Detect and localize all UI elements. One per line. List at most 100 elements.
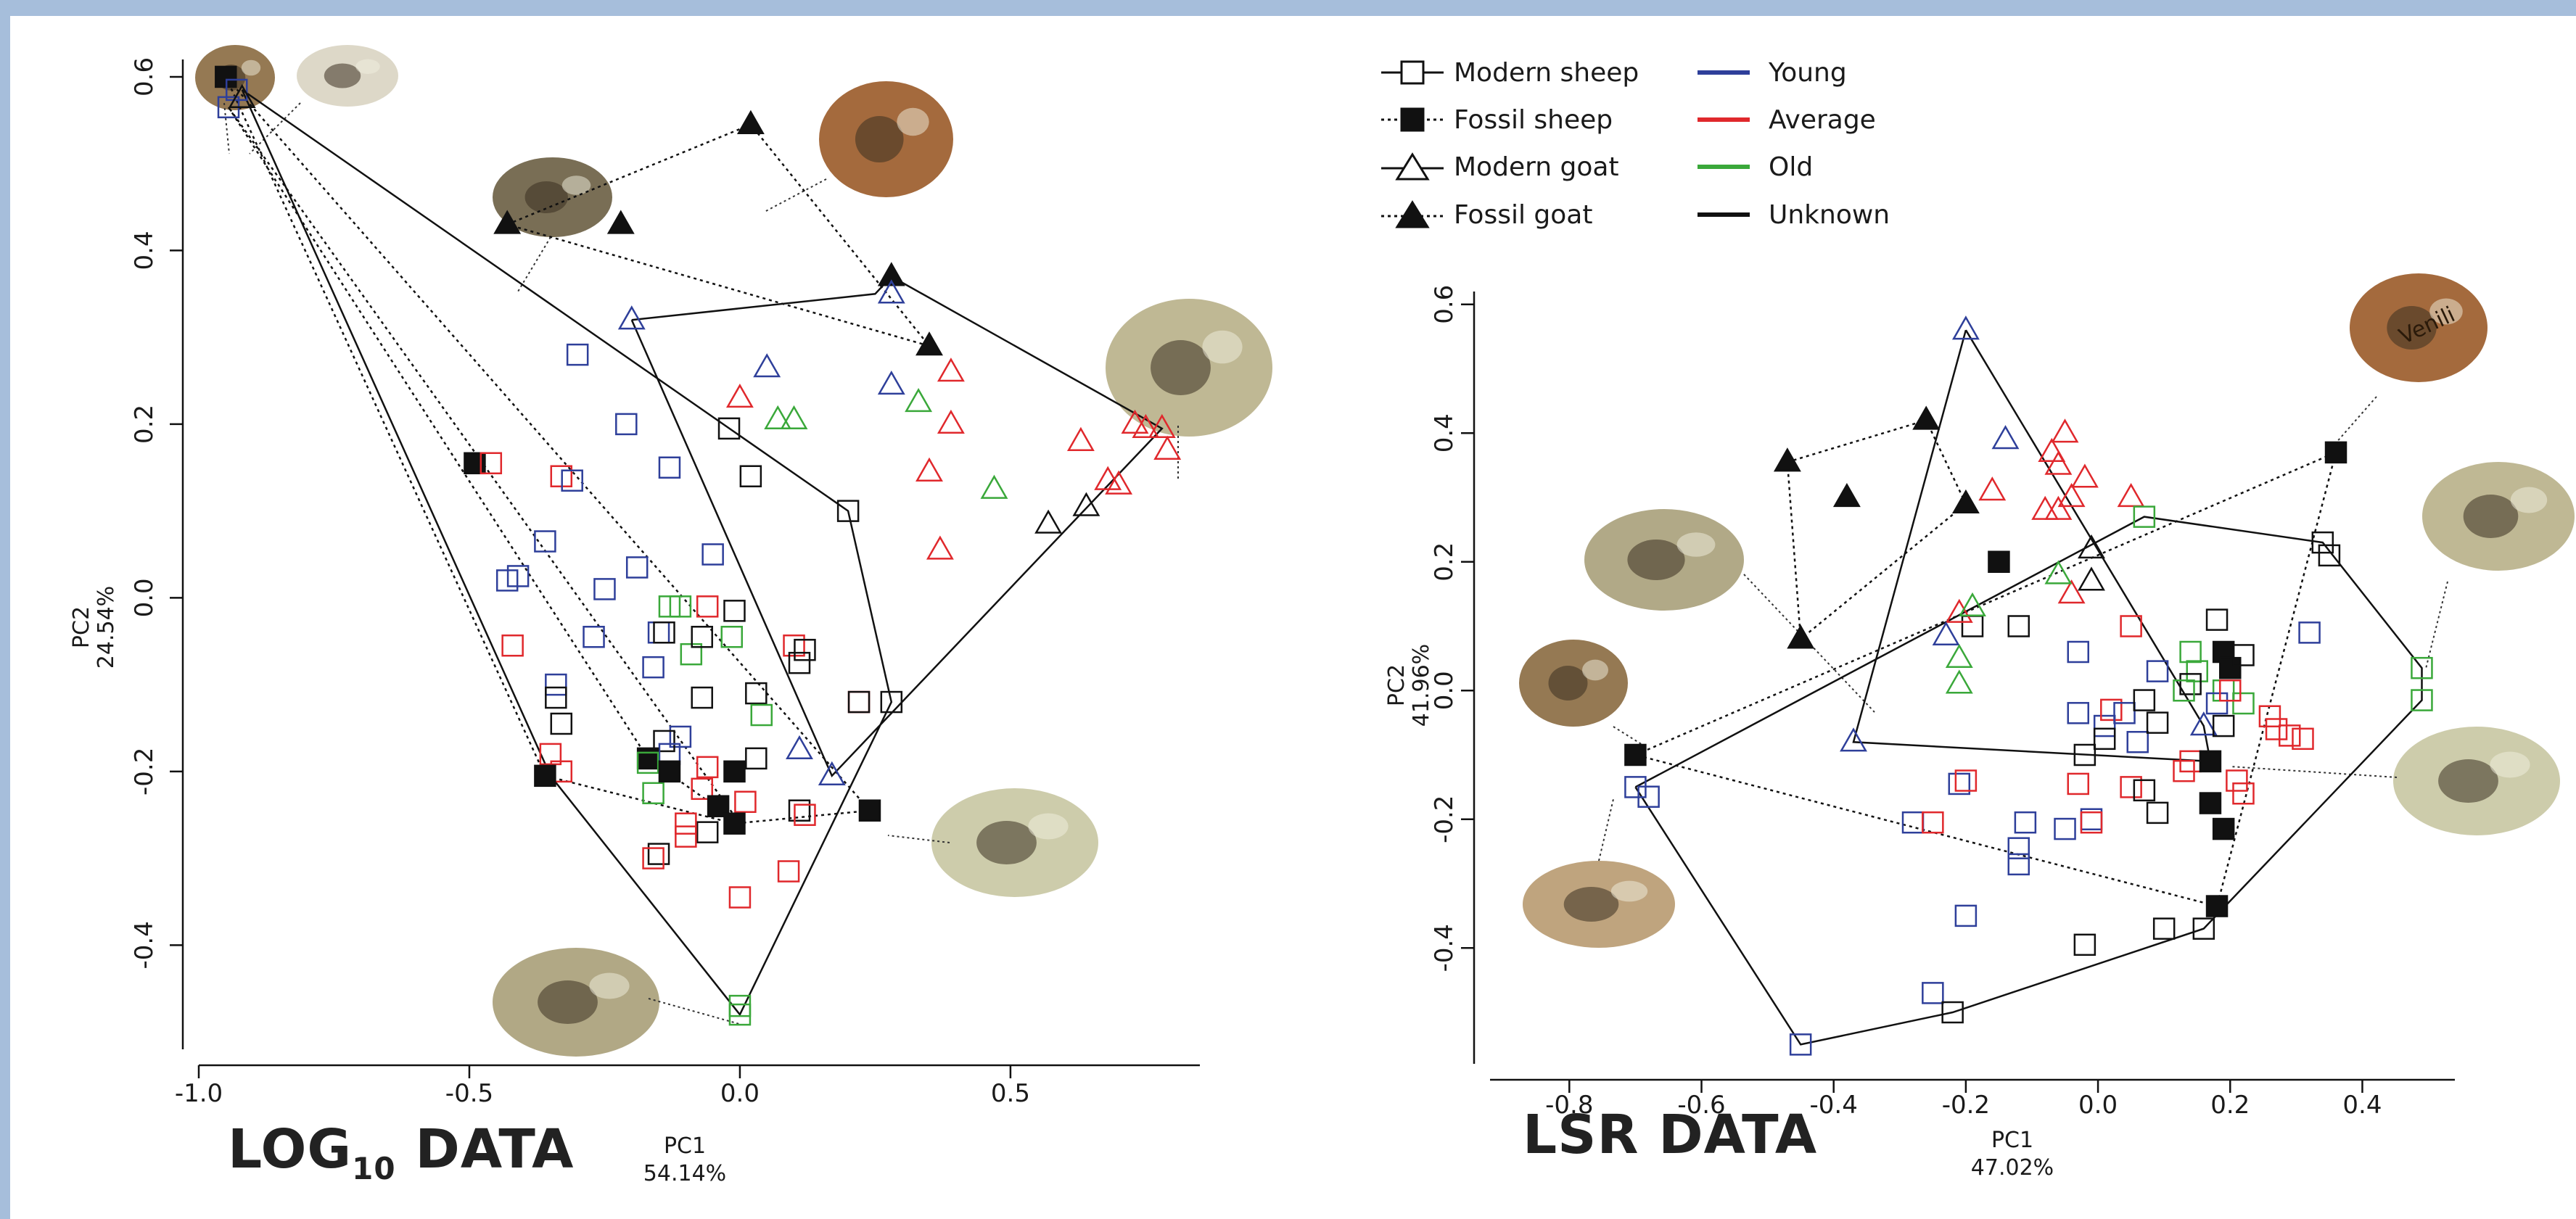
modern-goat-point <box>1148 413 1176 439</box>
modern-goat-point <box>905 387 933 413</box>
x-tick-label: -0.6 <box>1677 1091 1725 1120</box>
modern-goat-point <box>2078 566 2105 591</box>
fossil-sheep-point <box>723 760 746 783</box>
modern-sheep-point <box>2054 817 2076 840</box>
modern-sheep-point <box>723 600 746 622</box>
lsr-panel: Venili -0.8 -0.6 -0.4 -0.2 0.0 0.2 0.4 -0.4 -0.2 0… <box>1430 273 2575 1120</box>
x-tick-label: 0.0 <box>2078 1091 2118 1120</box>
legend-color-swatch <box>1698 165 1750 169</box>
modern-sheep-point <box>1954 904 1978 927</box>
modern-goat-point <box>980 474 1008 499</box>
fossil-sheep-point <box>2199 792 2222 814</box>
modern-sheep-point <box>734 790 757 813</box>
modern-sheep-point <box>1922 811 1944 834</box>
modern-group-hull <box>1852 329 2212 763</box>
modern-sheep-point <box>2146 801 2169 825</box>
modern-sheep-point <box>696 821 719 843</box>
y-axis-name: PC2 <box>69 606 94 649</box>
axes: -0.8 -0.6 -0.4 -0.2 0.0 0.2 0.4 -0.4 -0.2 0.0 0.2 0… <box>1430 285 2455 1120</box>
legend-color-swatch <box>1698 70 1750 75</box>
legend-label: Modern goat <box>1454 152 1619 182</box>
modern-sheep-point <box>847 690 871 714</box>
modern-goat-point <box>1840 727 1867 752</box>
modern-goat-point <box>2038 437 2066 463</box>
legend-color-swatch <box>1698 212 1750 217</box>
chart-canvas: -1.0 -0.5 0.0 0.5 -0.4 -0.2 0.0 0.2 0.4 0.6 Venil… <box>130 45 2575 1120</box>
legend-label: Average <box>1769 104 1876 135</box>
title-subscript: 10 <box>352 1150 396 1186</box>
modern-goat-point <box>1959 592 1986 617</box>
legend-item-old: Old <box>1698 145 1813 189</box>
modern-sheep-point <box>745 747 768 770</box>
modern-sheep-point <box>2100 698 2123 722</box>
y-tick-label: -0.2 <box>130 748 159 796</box>
modern-sheep-point <box>696 756 719 779</box>
x-tick-label: 0.2 <box>2210 1091 2250 1120</box>
modern-sheep-point <box>2120 776 2142 798</box>
fossil-goat-point <box>1951 489 1980 514</box>
fossil-goat-point <box>1773 447 1801 472</box>
modern-sheep-point <box>2073 743 2096 766</box>
legend-square-filled-marker <box>1381 107 1444 132</box>
modern-sheep-point <box>691 626 713 648</box>
modern-sheep-point <box>1922 982 1944 1004</box>
modern-goat-point <box>725 383 754 408</box>
fossil-group-hull <box>225 76 872 825</box>
modern-sheep-point <box>642 656 664 679</box>
fossil-sheep-point <box>2212 817 2235 840</box>
modern-sheep-point <box>642 782 664 805</box>
modern-goat-point <box>1066 426 1095 451</box>
x-tick-label: 0.0 <box>720 1079 760 1108</box>
modern-sheep-point <box>2179 640 2202 664</box>
modern-sheep-point <box>625 556 649 579</box>
y-tick-label: 0.6 <box>1430 285 1459 324</box>
ear-bone-photo <box>2422 462 2575 571</box>
modern-sheep-point <box>561 469 583 492</box>
modern-sheep-point <box>2152 917 2176 940</box>
modern-sheep-point <box>728 1003 752 1026</box>
modern-sheep-point <box>566 343 589 366</box>
fossil-sheep-point <box>2219 656 2242 679</box>
modern-goat-point <box>1153 435 1182 460</box>
legend: Modern sheep Fossil sheep Modern goat Fo… <box>1380 51 1890 239</box>
ear-bone-photo <box>1519 640 1628 727</box>
fossil-sheep-point <box>723 812 746 835</box>
modern-sheep-point <box>480 452 503 475</box>
modern-sheep-point <box>647 621 670 644</box>
modern-sheep-point <box>788 799 811 822</box>
modern-sheep-point <box>2192 917 2215 940</box>
modern-group-hull <box>1634 516 2423 1046</box>
legend-item-average: Average <box>1698 98 1876 141</box>
modern-sheep-point <box>2014 811 2037 834</box>
modern-sheep-point <box>2186 660 2208 682</box>
fossil-goat-point <box>915 331 943 356</box>
modern-goat-point <box>877 370 905 395</box>
fossil-goat-point <box>736 109 765 134</box>
modern-sheep-point <box>2265 718 2288 740</box>
lsr-y-axis-label: PC2 41.96% <box>1384 631 1436 740</box>
modern-goat-point <box>1932 621 1960 645</box>
ear-bone-photo <box>2393 727 2560 835</box>
modern-sheep-point <box>2126 731 2149 753</box>
modern-sheep-point <box>2133 505 2156 528</box>
modern-sheep-point <box>2073 933 2096 956</box>
modern-sheep-point <box>1948 772 1971 796</box>
x-tick-label: 0.5 <box>991 1079 1030 1108</box>
modern-goat-point <box>617 305 646 330</box>
y-tick-label: 0.2 <box>1430 542 1459 582</box>
modern-sheep-point <box>2179 673 2202 695</box>
legend-label: Modern sheep <box>1454 57 1639 88</box>
modern-goat-point <box>753 353 781 378</box>
modern-sheep-point <box>2007 615 2030 637</box>
fossil-sheep-point <box>534 764 556 788</box>
modern-sheep-point <box>642 847 664 869</box>
photo-leader-line <box>1598 798 1614 861</box>
modern-goat-point <box>926 535 954 560</box>
modern-sheep-point <box>2232 644 2255 666</box>
modern-sheep-point <box>501 634 524 657</box>
y-axis-variance: 41.96% <box>1409 643 1434 727</box>
modern-sheep-point <box>2067 640 2090 664</box>
modern-goat-point <box>2057 579 2086 604</box>
modern-sheep-point <box>728 886 752 909</box>
